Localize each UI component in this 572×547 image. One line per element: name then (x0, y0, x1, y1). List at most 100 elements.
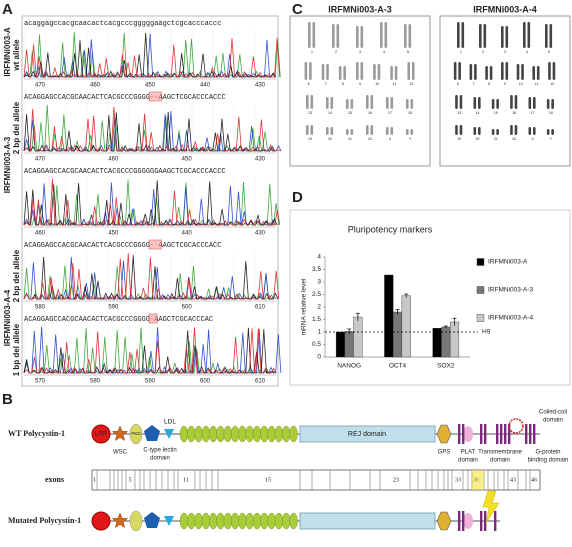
domain-label: C-type lectin (143, 448, 176, 454)
pkd-repeat (223, 425, 233, 443)
chromosome (527, 22, 531, 48)
y-tick-label: 1.5 (312, 316, 321, 323)
bar (432, 328, 442, 358)
y-tick-label: 2 (317, 304, 321, 311)
chromosome-label: 22 (512, 137, 516, 141)
chromosome (510, 125, 513, 135)
chromosome (457, 22, 460, 48)
chromosome (350, 129, 354, 135)
sequence-part: acaggagccacgcaacactcacgcccgggggaagctcgca… (24, 20, 221, 28)
domain-label: REJ domain (348, 431, 386, 438)
chromosome (366, 95, 369, 109)
chromosome-label: 13 (457, 111, 461, 115)
position-label: 470 (35, 157, 46, 163)
position-label: 440 (182, 231, 193, 237)
chromosome-label: 13 (308, 111, 312, 115)
transmembrane-segment (462, 424, 465, 444)
chromosome (310, 95, 314, 109)
pkd-repeat (245, 512, 254, 530)
allele-label: 2 bp del allele (12, 101, 21, 154)
exon-number: 23 (393, 477, 399, 483)
domain-label: LRR (95, 432, 108, 438)
sample-label: IRFMNi003-A-3 (3, 136, 12, 193)
rej-domain (299, 512, 436, 530)
chromosome-label: 15 (494, 111, 498, 115)
rej-domain (299, 425, 436, 443)
chromosome (406, 99, 409, 109)
y-axis-label: mRNA relative level (301, 278, 308, 335)
chromosome (304, 62, 308, 80)
pkd-repeat (282, 425, 291, 443)
chromosome (338, 66, 342, 80)
chromosome-label: 4 (526, 50, 528, 54)
chromosome-label: 16 (368, 111, 372, 115)
chromosome (332, 24, 335, 48)
chromosome (370, 125, 374, 135)
chromosome-label: 19 (308, 137, 312, 141)
position-label: 430 (255, 157, 266, 163)
chromosome (496, 99, 499, 109)
chromosome (455, 125, 458, 135)
chromosome (407, 62, 411, 80)
chromosome-label: 11 (392, 82, 396, 86)
chromosome (411, 62, 415, 80)
domain-label: domain (150, 456, 170, 462)
chromosome (408, 24, 412, 48)
chromosome-label: 21 (494, 137, 498, 141)
panel-letter: D (292, 189, 303, 206)
chromosome-label: 14 (476, 111, 480, 115)
chromosome (326, 97, 329, 109)
chromosome (404, 24, 407, 48)
chromosome (406, 129, 409, 135)
pkd-repeat (179, 512, 189, 530)
panel-letter: B (2, 391, 13, 408)
transmembrane-segment (458, 511, 461, 531)
y-tick-label: 0 (317, 354, 321, 361)
chromosome (551, 129, 554, 135)
position-label: 450 (145, 83, 156, 89)
exon-number: 46 (531, 477, 537, 483)
bar (441, 326, 451, 358)
chromosome-label: 4 (383, 50, 385, 54)
chromosome (533, 97, 536, 109)
legend-swatch (476, 286, 485, 294)
bar (344, 331, 354, 358)
chromosome (510, 95, 513, 109)
chromosome-label: 18 (549, 111, 553, 115)
chromosome (521, 64, 524, 80)
karyotype-title: IRFMNi003-A-4 (473, 4, 537, 14)
chromosome-label: 7 (325, 82, 327, 86)
chromosome (473, 97, 477, 109)
y-tick-label: 3.5 (312, 266, 321, 273)
chromosome (532, 66, 536, 80)
protein-label: WT Polycystin-1 (8, 429, 65, 438)
chromosome (326, 64, 329, 80)
chromosome (312, 22, 316, 48)
wsc-domain (111, 512, 129, 529)
chromatogram-trace (23, 327, 277, 374)
chromosome-label: 12 (409, 82, 413, 86)
chromosome (310, 125, 314, 135)
sequence: ACAGGAGCCACGCAACACTCACGCCCGGGG--AAGCTCGC… (24, 242, 221, 250)
chromosome (386, 127, 389, 135)
chromosome (410, 129, 414, 135)
pkd-repeat (223, 512, 233, 530)
domain-label: Coiled-coil (539, 410, 567, 416)
exon-number: 33 (455, 477, 461, 483)
chromosome-label: 8 (488, 82, 490, 86)
chromosome-label: 15 (348, 111, 352, 115)
chromosome (491, 99, 495, 109)
bar (353, 316, 363, 358)
chromosome (478, 127, 481, 135)
chromosome (523, 22, 526, 48)
domain-label: PLAT (461, 450, 476, 456)
chromosome (546, 129, 550, 135)
position-label: 600 (182, 305, 193, 311)
pkd-repeat (201, 425, 211, 443)
domain-label: domain (458, 458, 478, 464)
pkd-repeat (252, 512, 262, 530)
chromosome-label: 6 (308, 82, 310, 86)
chromosome (360, 62, 364, 80)
pkd-repeat (267, 512, 276, 530)
